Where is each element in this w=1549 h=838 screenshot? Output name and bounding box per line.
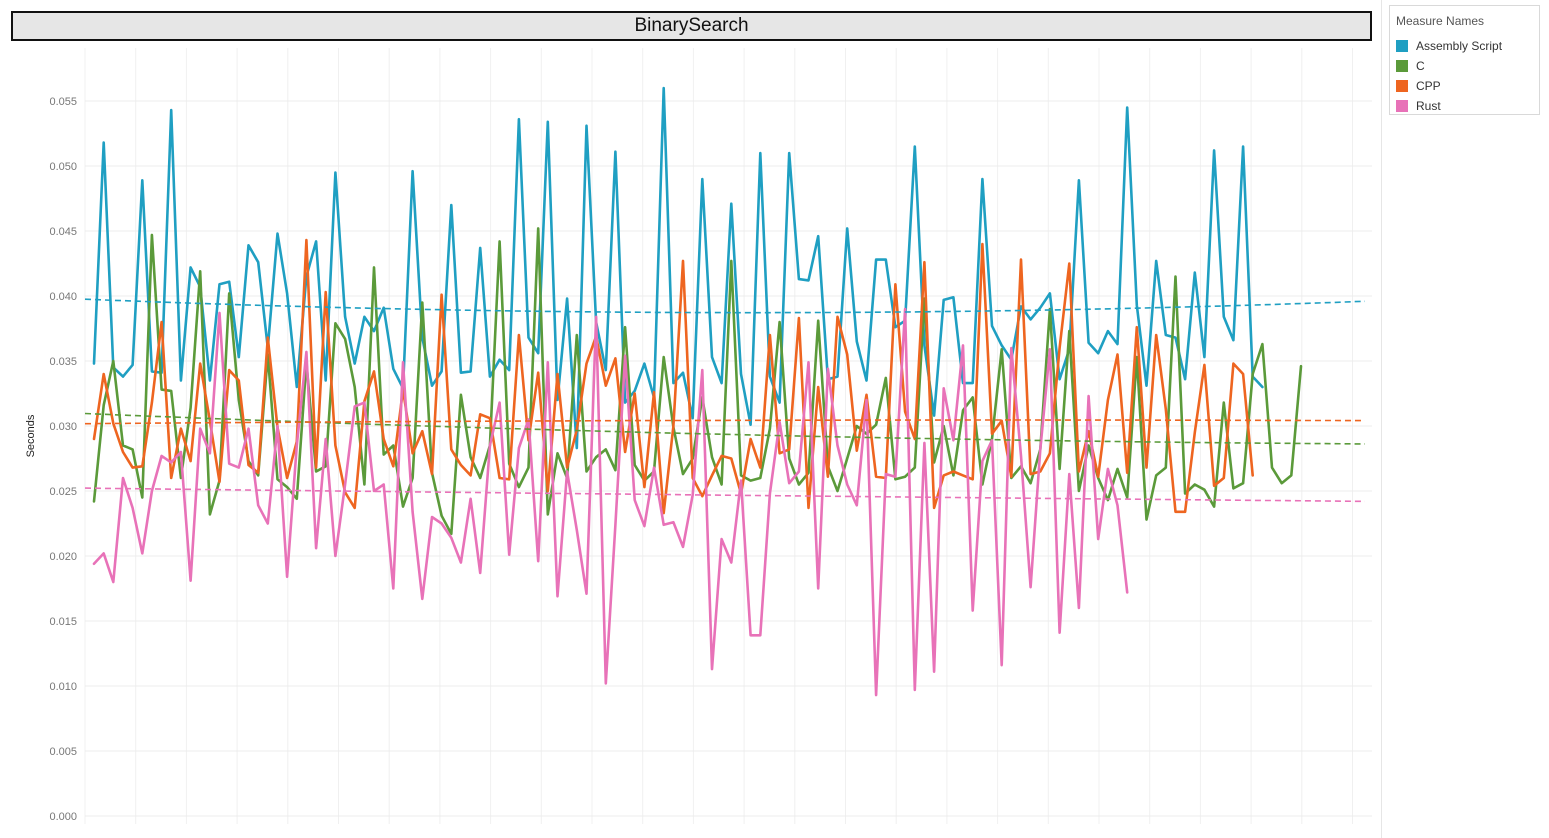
series-line bbox=[92, 238, 1254, 515]
y-tick-label: 0.010 bbox=[49, 681, 77, 693]
legend-label: C bbox=[1416, 59, 1425, 73]
y-tick-label: 0.020 bbox=[49, 551, 77, 563]
y-tick-label: 0.015 bbox=[49, 616, 77, 628]
legend-item[interactable]: C bbox=[1396, 58, 1425, 74]
legend-swatch bbox=[1396, 100, 1408, 112]
line-chart: 0.000 0.005 0.010 0.015 0.020 0.025 0.030 0.035… bbox=[25, 48, 1372, 824]
series-line bbox=[92, 86, 1264, 450]
legend-swatch bbox=[1396, 80, 1408, 92]
chart-title: BinarySearch bbox=[11, 11, 1372, 41]
y-tick-label: 0.035 bbox=[49, 356, 77, 368]
y-tick-label: 0.055 bbox=[49, 96, 77, 108]
y-tick-label: 0.040 bbox=[49, 291, 77, 303]
y-tick-label: 0.050 bbox=[49, 161, 77, 173]
y-tick-label: 0.005 bbox=[49, 746, 77, 758]
chart-panel: 0.000 0.005 0.010 0.015 0.020 0.025 0.030 0.035… bbox=[11, 11, 1372, 824]
trend-line bbox=[84, 298, 1366, 314]
y-axis-title: Seconds bbox=[25, 414, 37, 457]
series-line bbox=[92, 307, 1129, 697]
legend-item[interactable]: Rust bbox=[1396, 98, 1441, 114]
y-tick-label: 0.030 bbox=[49, 421, 77, 433]
trend-line bbox=[84, 487, 1366, 503]
legend-item[interactable]: Assembly Script bbox=[1396, 38, 1502, 54]
legend-label: CPP bbox=[1416, 79, 1441, 93]
legend-title: Measure Names bbox=[1396, 14, 1485, 28]
legend-swatch bbox=[1396, 40, 1408, 52]
panel-divider bbox=[1381, 0, 1382, 838]
legend-swatch bbox=[1396, 60, 1408, 72]
trend-line bbox=[84, 419, 1365, 425]
legend[interactable]: Measure Names Assembly Script C CPP Rust bbox=[1389, 5, 1540, 115]
y-tick-label: 0.045 bbox=[49, 226, 77, 238]
legend-label: Rust bbox=[1416, 99, 1441, 113]
y-tick-label: 0.000 bbox=[49, 811, 77, 823]
legend-item[interactable]: CPP bbox=[1396, 78, 1441, 94]
legend-label: Assembly Script bbox=[1416, 39, 1503, 53]
y-tick-label: 0.025 bbox=[49, 486, 77, 498]
